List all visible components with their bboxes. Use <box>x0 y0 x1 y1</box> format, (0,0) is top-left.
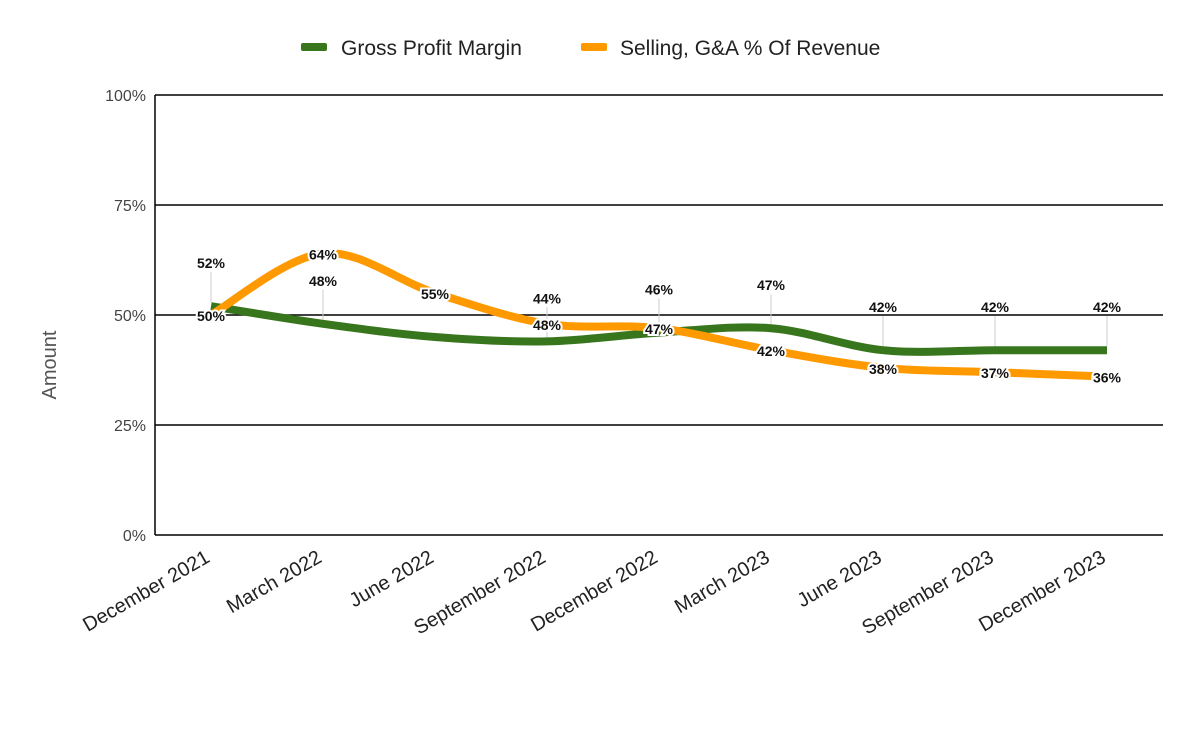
x-tick-label: December 2021 <box>79 546 213 636</box>
x-tick-label: December 2022 <box>527 546 661 636</box>
x-axis-ticks: December 2021 March 2022 June 2022Septembe… <box>79 546 1109 639</box>
data-label-selling-ga: 64% <box>309 246 338 262</box>
data-labels: 52% 48% 44% 46% 47% 42% 42% 42% 50% 64% 55% 48% 47% 4… <box>195 244 1124 387</box>
label-leaders <box>210 272 1108 347</box>
y-tick-label: 50% <box>114 308 146 325</box>
x-tick-label: March 2022 <box>223 546 325 618</box>
data-label-selling-ga: 42% <box>757 343 786 359</box>
data-label-gross-profit-margin: 42% <box>869 299 898 315</box>
series-line-gross-profit-margin <box>210 302 1107 356</box>
y-tick-label: 25% <box>114 418 146 435</box>
data-label-selling-ga: 37% <box>981 365 1010 381</box>
legend-swatch-gross-profit-margin <box>301 43 327 51</box>
y-axis-title: Amount <box>39 330 61 399</box>
legend: Gross Profit Margin Selling, G&A % Of Re… <box>301 37 880 60</box>
legend-label-selling-ga: Selling, G&A % Of Revenue <box>620 37 880 60</box>
x-tick-label: December 2023 <box>975 546 1109 636</box>
y-tick-label: 100% <box>105 88 146 105</box>
series-line-selling-ga <box>208 249 1108 381</box>
legend-label-gross-profit-margin: Gross Profit Margin <box>341 37 522 60</box>
legend-swatch-selling-ga <box>581 43 607 51</box>
data-label-selling-ga: 55% <box>421 286 450 302</box>
data-label-gross-profit-margin: 48% <box>309 273 338 289</box>
x-tick-label: June 2023 <box>794 546 886 612</box>
data-label-selling-ga: 38% <box>869 361 898 377</box>
legend-item-selling-ga[interactable]: Selling, G&A % Of Revenue <box>581 37 880 60</box>
y-tick-label: 75% <box>114 198 146 215</box>
data-label-gross-profit-margin: 42% <box>981 299 1010 315</box>
data-label-gross-profit-margin: 42% <box>1093 299 1122 315</box>
data-label-selling-ga: 48% <box>533 317 562 333</box>
x-tick-label: March 2023 <box>671 546 773 618</box>
y-tick-label: 0% <box>123 528 146 545</box>
legend-item-gross-profit-margin[interactable]: Gross Profit Margin <box>301 37 522 60</box>
x-tick-label: June 2022 <box>346 546 438 612</box>
y-axis-ticks: 0% 25% 50% 75% 100% <box>105 88 146 545</box>
data-label-selling-ga: 36% <box>1093 370 1122 386</box>
data-label-selling-ga: 47% <box>645 321 674 337</box>
data-label-gross-profit-margin: 52% <box>197 255 226 271</box>
data-label-gross-profit-margin: 47% <box>757 277 786 293</box>
series-lines <box>208 249 1108 381</box>
data-label-gross-profit-margin: 44% <box>533 290 562 306</box>
data-label-gross-profit-margin: 46% <box>645 282 674 298</box>
data-label-selling-ga: 50% <box>197 308 226 324</box>
